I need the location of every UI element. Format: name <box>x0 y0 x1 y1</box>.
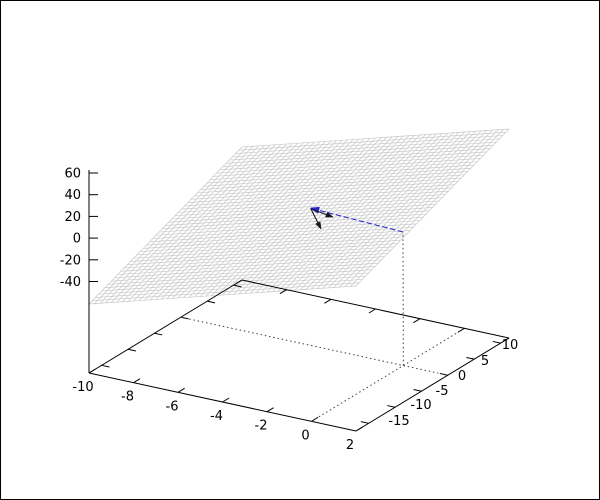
y-axis <box>355 337 510 432</box>
x-tick-mirror <box>368 308 376 314</box>
mesh-line-y <box>226 145 494 164</box>
y-tick-mirror <box>154 332 163 336</box>
vector-arrows <box>309 206 404 233</box>
dotted-line-x0 <box>311 327 465 422</box>
mesh-line-y <box>238 131 506 151</box>
y-tick-mirror <box>233 284 242 288</box>
mesh-line-x <box>333 130 488 288</box>
x-tick-label: -4 <box>210 409 223 424</box>
y-tick <box>360 421 369 424</box>
dotted-line-y0 <box>180 316 448 376</box>
mesh-line-y <box>222 148 490 167</box>
x-tick <box>88 368 96 374</box>
mesh-line-y <box>235 135 503 154</box>
mesh-line-x <box>327 130 482 289</box>
x-tick-mirror <box>502 337 510 343</box>
x-tick-label: 0 <box>301 428 309 443</box>
surface-mesh <box>88 128 510 305</box>
x-tick <box>222 397 230 403</box>
x-tick-label: -2 <box>255 419 268 434</box>
mesh-line-x <box>344 129 499 287</box>
mesh-line-x <box>316 131 471 289</box>
projection-dotted-lines <box>180 231 465 422</box>
z-tick-label: -20 <box>60 253 81 268</box>
y-tick-mirror <box>101 364 110 368</box>
mesh-line-y <box>232 138 500 158</box>
y-tick <box>413 389 422 392</box>
y-tick-label: 10 <box>502 338 519 353</box>
x-tick-label: 2 <box>346 438 354 453</box>
z-tick-label: 20 <box>64 210 81 225</box>
mesh-line-y <box>216 154 484 174</box>
y-tick <box>466 356 475 360</box>
x-tick-label: -10 <box>72 380 93 395</box>
y-tick-label: -15 <box>388 414 409 429</box>
y-tick-mirror <box>207 300 216 304</box>
z-tick-label: -40 <box>60 275 81 290</box>
x-tick-label: -6 <box>166 399 179 414</box>
x-tick <box>177 387 185 393</box>
x-tick <box>266 407 274 413</box>
z-tick-label: 40 <box>64 188 81 203</box>
z-tick-label: 60 <box>64 167 81 182</box>
black-vector-arrow-1-head <box>325 211 334 218</box>
y-tick-label: 5 <box>481 354 489 369</box>
mesh-line-x <box>355 128 510 287</box>
x-tick-mirror <box>413 318 421 324</box>
y-tick-mirror <box>127 348 136 352</box>
y-tick <box>492 340 501 344</box>
x-tick <box>355 426 363 432</box>
mesh-line-x <box>339 129 493 288</box>
mesh-line-y <box>219 151 487 171</box>
y-tick-label: -10 <box>410 398 431 413</box>
mesh-line-y <box>229 141 497 161</box>
y-tick-label: -5 <box>436 384 449 399</box>
z-tick-label: 0 <box>73 232 81 247</box>
y-tick <box>387 405 396 408</box>
y-tick-label: 0 <box>458 369 466 384</box>
mesh-line-x <box>350 129 504 287</box>
black-vector-arrow-2-head <box>315 221 322 230</box>
x-tick-mirror <box>235 279 243 285</box>
x-tick-mirror <box>279 289 287 295</box>
blue-vector-arrow <box>309 207 404 233</box>
mesh-line-y <box>241 128 510 148</box>
x-tick-mirror <box>324 298 332 304</box>
x-tick-label: -8 <box>121 390 134 405</box>
mesh-line-x <box>322 131 476 289</box>
x-tick <box>133 378 141 384</box>
base-back-left-edge <box>88 279 243 374</box>
